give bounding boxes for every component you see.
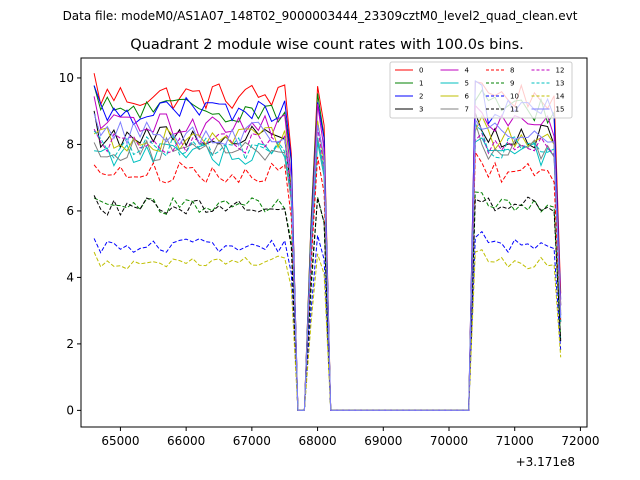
- legend-box: [389, 61, 573, 119]
- x-tick-label: 67000: [233, 434, 271, 448]
- y-tick-label: 8: [66, 137, 74, 151]
- series-line-9: [93, 191, 562, 411]
- y-tick-label: 4: [66, 270, 74, 284]
- series-line-0: [93, 73, 562, 411]
- legend-label-5: 5: [465, 80, 469, 88]
- series-layer: [93, 73, 562, 411]
- x-axis: 65000 66000 67000 68000 69000 70000 71000 72000: [101, 427, 600, 448]
- legend-label-6: 6: [465, 93, 470, 101]
- x-tick-label: 69000: [364, 434, 402, 448]
- legend-label-14: 14: [556, 93, 565, 101]
- x-tick-label: 65000: [101, 434, 139, 448]
- series-line-11: [93, 195, 562, 411]
- plot-frame: [80, 57, 588, 428]
- legend-label-1: 1: [419, 80, 423, 88]
- y-axis: 0 2 4 6 8 10: [59, 71, 81, 417]
- y-tick-label: 0: [66, 403, 74, 417]
- legend-label-0: 0: [419, 67, 423, 75]
- legend-label-2: 2: [419, 93, 423, 101]
- y-tick-label: 10: [59, 71, 74, 85]
- x-tick-label: 66000: [167, 434, 205, 448]
- legend-label-8: 8: [510, 67, 514, 75]
- legend-label-11: 11: [510, 106, 519, 114]
- legend-label-7: 7: [465, 106, 469, 114]
- series-line-15: [93, 113, 562, 411]
- legend-label-13: 13: [556, 80, 565, 88]
- y-tick-label: 2: [66, 337, 74, 351]
- chart-title: Quadrant 2 module wise count rates with …: [130, 37, 524, 53]
- legend-label-4: 4: [465, 67, 470, 75]
- legend-label-10: 10: [510, 93, 519, 101]
- x-offset-label: +3.171e8: [516, 455, 575, 469]
- chart-suptitle: Data file: modeM0/AS1A07_148T02_90000034…: [63, 9, 578, 23]
- legend-label-3: 3: [419, 106, 423, 114]
- legend-label-15: 15: [556, 106, 565, 114]
- y-tick-label: 6: [66, 204, 74, 218]
- legend-label-9: 9: [510, 80, 514, 88]
- series-line-2: [93, 79, 562, 411]
- x-tick-label: 68000: [298, 434, 336, 448]
- x-tick-label: 71000: [496, 434, 534, 448]
- series-line-14: [93, 249, 562, 411]
- x-tick-label: 72000: [561, 434, 599, 448]
- legend-label-12: 12: [556, 67, 565, 75]
- x-tick-label: 70000: [430, 434, 468, 448]
